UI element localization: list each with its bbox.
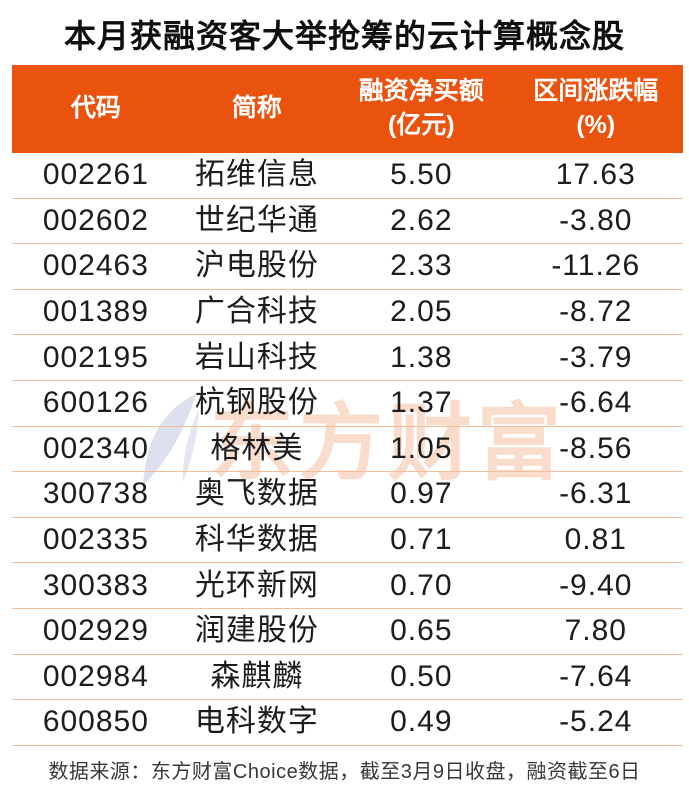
net-buy-value: 0.70 [390,568,453,602]
table-row: 002602 世纪华通 2.62 -3.80 [12,199,683,245]
stock-table: 代码 简称 融资净买额 (亿元) 区间涨跌幅 (%) 002261 拓维信息 5.5… [12,65,683,746]
table-body: 002261 拓维信息 5.50 17.63 002602 世纪华通 2.62 -3.80 00… [12,153,683,746]
table-row: 300738 奥飞数据 0.97 -6.31 [12,472,683,518]
stock-name: 广合科技 [194,295,319,329]
range-change-value: -9.40 [559,568,633,602]
net-buy-value: 1.37 [390,386,453,420]
column-header-label: 区间涨跌幅 [533,77,659,106]
column-header-label: 融资净买额 [358,77,484,106]
table-row: 600126 杭钢股份 1.37 -6.64 [12,381,683,427]
stock-code: 002463 [42,249,149,283]
net-buy-value: 2.33 [390,249,453,283]
table-row: 002463 沪电股份 2.33 -11.26 [12,244,683,290]
stock-name: 世纪华通 [194,203,319,237]
data-source-note: 数据来源：东方财富Choice数据，截至3月9日收盘，融资截至6日 [48,760,641,783]
stock-code: 600126 [42,386,149,420]
table-row: 001389 广合科技 2.05 -8.72 [12,290,683,336]
table-row: 300383 光环新网 0.70 -9.40 [12,563,683,609]
net-buy-value: 0.50 [390,659,453,693]
stock-code: 002340 [42,431,149,465]
column-header-unit: (%) [576,111,616,139]
net-buy-value: 2.62 [390,203,453,237]
table-row: 002335 科华数据 0.71 0.81 [12,518,683,564]
stock-name: 拓维信息 [194,158,319,192]
stock-code: 300738 [42,477,149,511]
column-header-label: 简称 [231,94,282,123]
stock-code: 002335 [42,523,149,557]
stock-code: 002602 [42,203,149,237]
range-change-value: -8.72 [559,295,633,329]
net-buy-value: 1.05 [390,431,453,465]
stock-name: 岩山科技 [194,340,319,374]
table-row: 002340 格林美 1.05 -8.56 [12,427,683,473]
net-buy-value: 1.38 [390,340,453,374]
net-buy-value: 0.71 [390,523,453,557]
net-buy-value: 0.65 [390,614,453,648]
range-change-value: -6.31 [559,477,633,511]
page-title: 本月获融资客大举抢筹的云计算概念股 [63,18,625,54]
column-header-unit: (亿元) [387,111,455,139]
table-header-row: 代码 简称 融资净买额 (亿元) 区间涨跌幅 (%) [12,65,683,153]
table-row: 002195 岩山科技 1.38 -3.79 [12,335,683,381]
net-buy-value: 5.50 [390,158,453,192]
stock-name: 格林美 [210,431,304,465]
stock-code: 002195 [42,340,149,374]
stock-code: 002984 [42,659,149,693]
net-buy-value: 0.97 [390,477,453,511]
range-change-value: -3.79 [559,340,633,374]
net-buy-value: 2.05 [390,295,453,329]
range-change-value: -11.26 [551,249,641,283]
stock-code: 001389 [42,295,149,329]
column-header-net-buy: 融资净买额 (亿元) [334,65,508,153]
table-row: 600850 电科数字 0.49 -5.24 [12,700,683,746]
table-row: 002261 拓维信息 5.50 17.63 [12,153,683,199]
range-change-value: 0.81 [564,523,627,557]
range-change-value: -8.56 [559,431,633,465]
net-buy-value: 0.49 [390,705,453,739]
stock-code: 600850 [42,705,149,739]
column-header-label: 代码 [70,94,121,123]
stock-name: 电科数字 [194,705,319,739]
column-header-code: 代码 [12,65,180,153]
range-change-value: -3.80 [559,203,633,237]
stock-code: 002929 [42,614,149,648]
stock-name: 润建股份 [194,614,319,648]
stock-code: 300383 [42,568,149,602]
stock-name: 科华数据 [194,523,319,557]
range-change-value: -6.64 [559,386,633,420]
range-change-value: -5.24 [559,705,633,739]
stock-code: 002261 [42,158,149,192]
column-header-name: 简称 [180,65,334,153]
range-change-value: 7.80 [564,614,627,648]
stock-name: 沪电股份 [194,249,319,283]
stock-name: 杭钢股份 [194,386,319,420]
table-row: 002929 润建股份 0.65 7.80 [12,609,683,655]
stock-name: 光环新网 [194,568,319,602]
range-change-value: 17.63 [555,158,636,192]
stock-name: 森麒麟 [210,659,304,693]
table-row: 002984 森麒麟 0.50 -7.64 [12,655,683,701]
stock-name: 奥飞数据 [194,477,319,511]
column-header-range-change: 区间涨跌幅 (%) [509,65,683,153]
range-change-value: -7.64 [559,659,633,693]
